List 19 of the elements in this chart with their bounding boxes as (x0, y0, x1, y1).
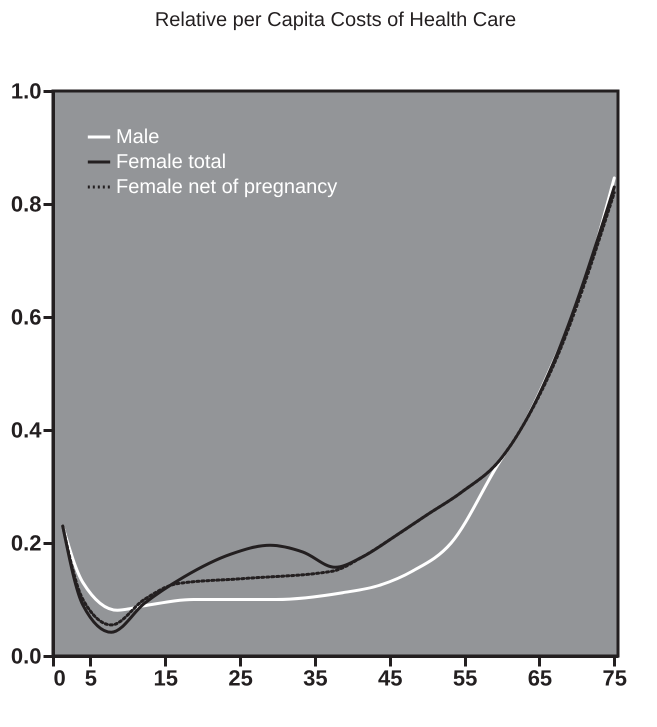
y-tick-label: 1.0 (10, 78, 42, 104)
y-tick-label: 0.6 (10, 304, 42, 330)
chart-title: Relative per Capita Costs of Health Care (154, 9, 516, 31)
x-tick-label: 75 (602, 666, 627, 690)
x-tick-label: 5 (84, 666, 98, 690)
y-tick-label: 0.0 (10, 644, 42, 668)
x-tick-label: 0 (54, 666, 66, 690)
legend-label: Male (116, 126, 160, 148)
x-tick-label: 35 (303, 666, 328, 690)
y-tick-label: 0.8 (10, 192, 42, 216)
legend-label: Female total (116, 151, 226, 173)
y-tick-label: 0.4 (10, 418, 42, 442)
legend-label: Female net of pregnancy (116, 176, 338, 198)
y-tick-label: 0.2 (10, 530, 42, 556)
x-tick-label: 55 (452, 666, 478, 690)
x-tick-label: 65 (528, 666, 552, 690)
x-tick-label: 15 (154, 666, 178, 690)
x-tick-label: 25 (228, 666, 253, 690)
x-tick-label: 45 (378, 666, 402, 690)
